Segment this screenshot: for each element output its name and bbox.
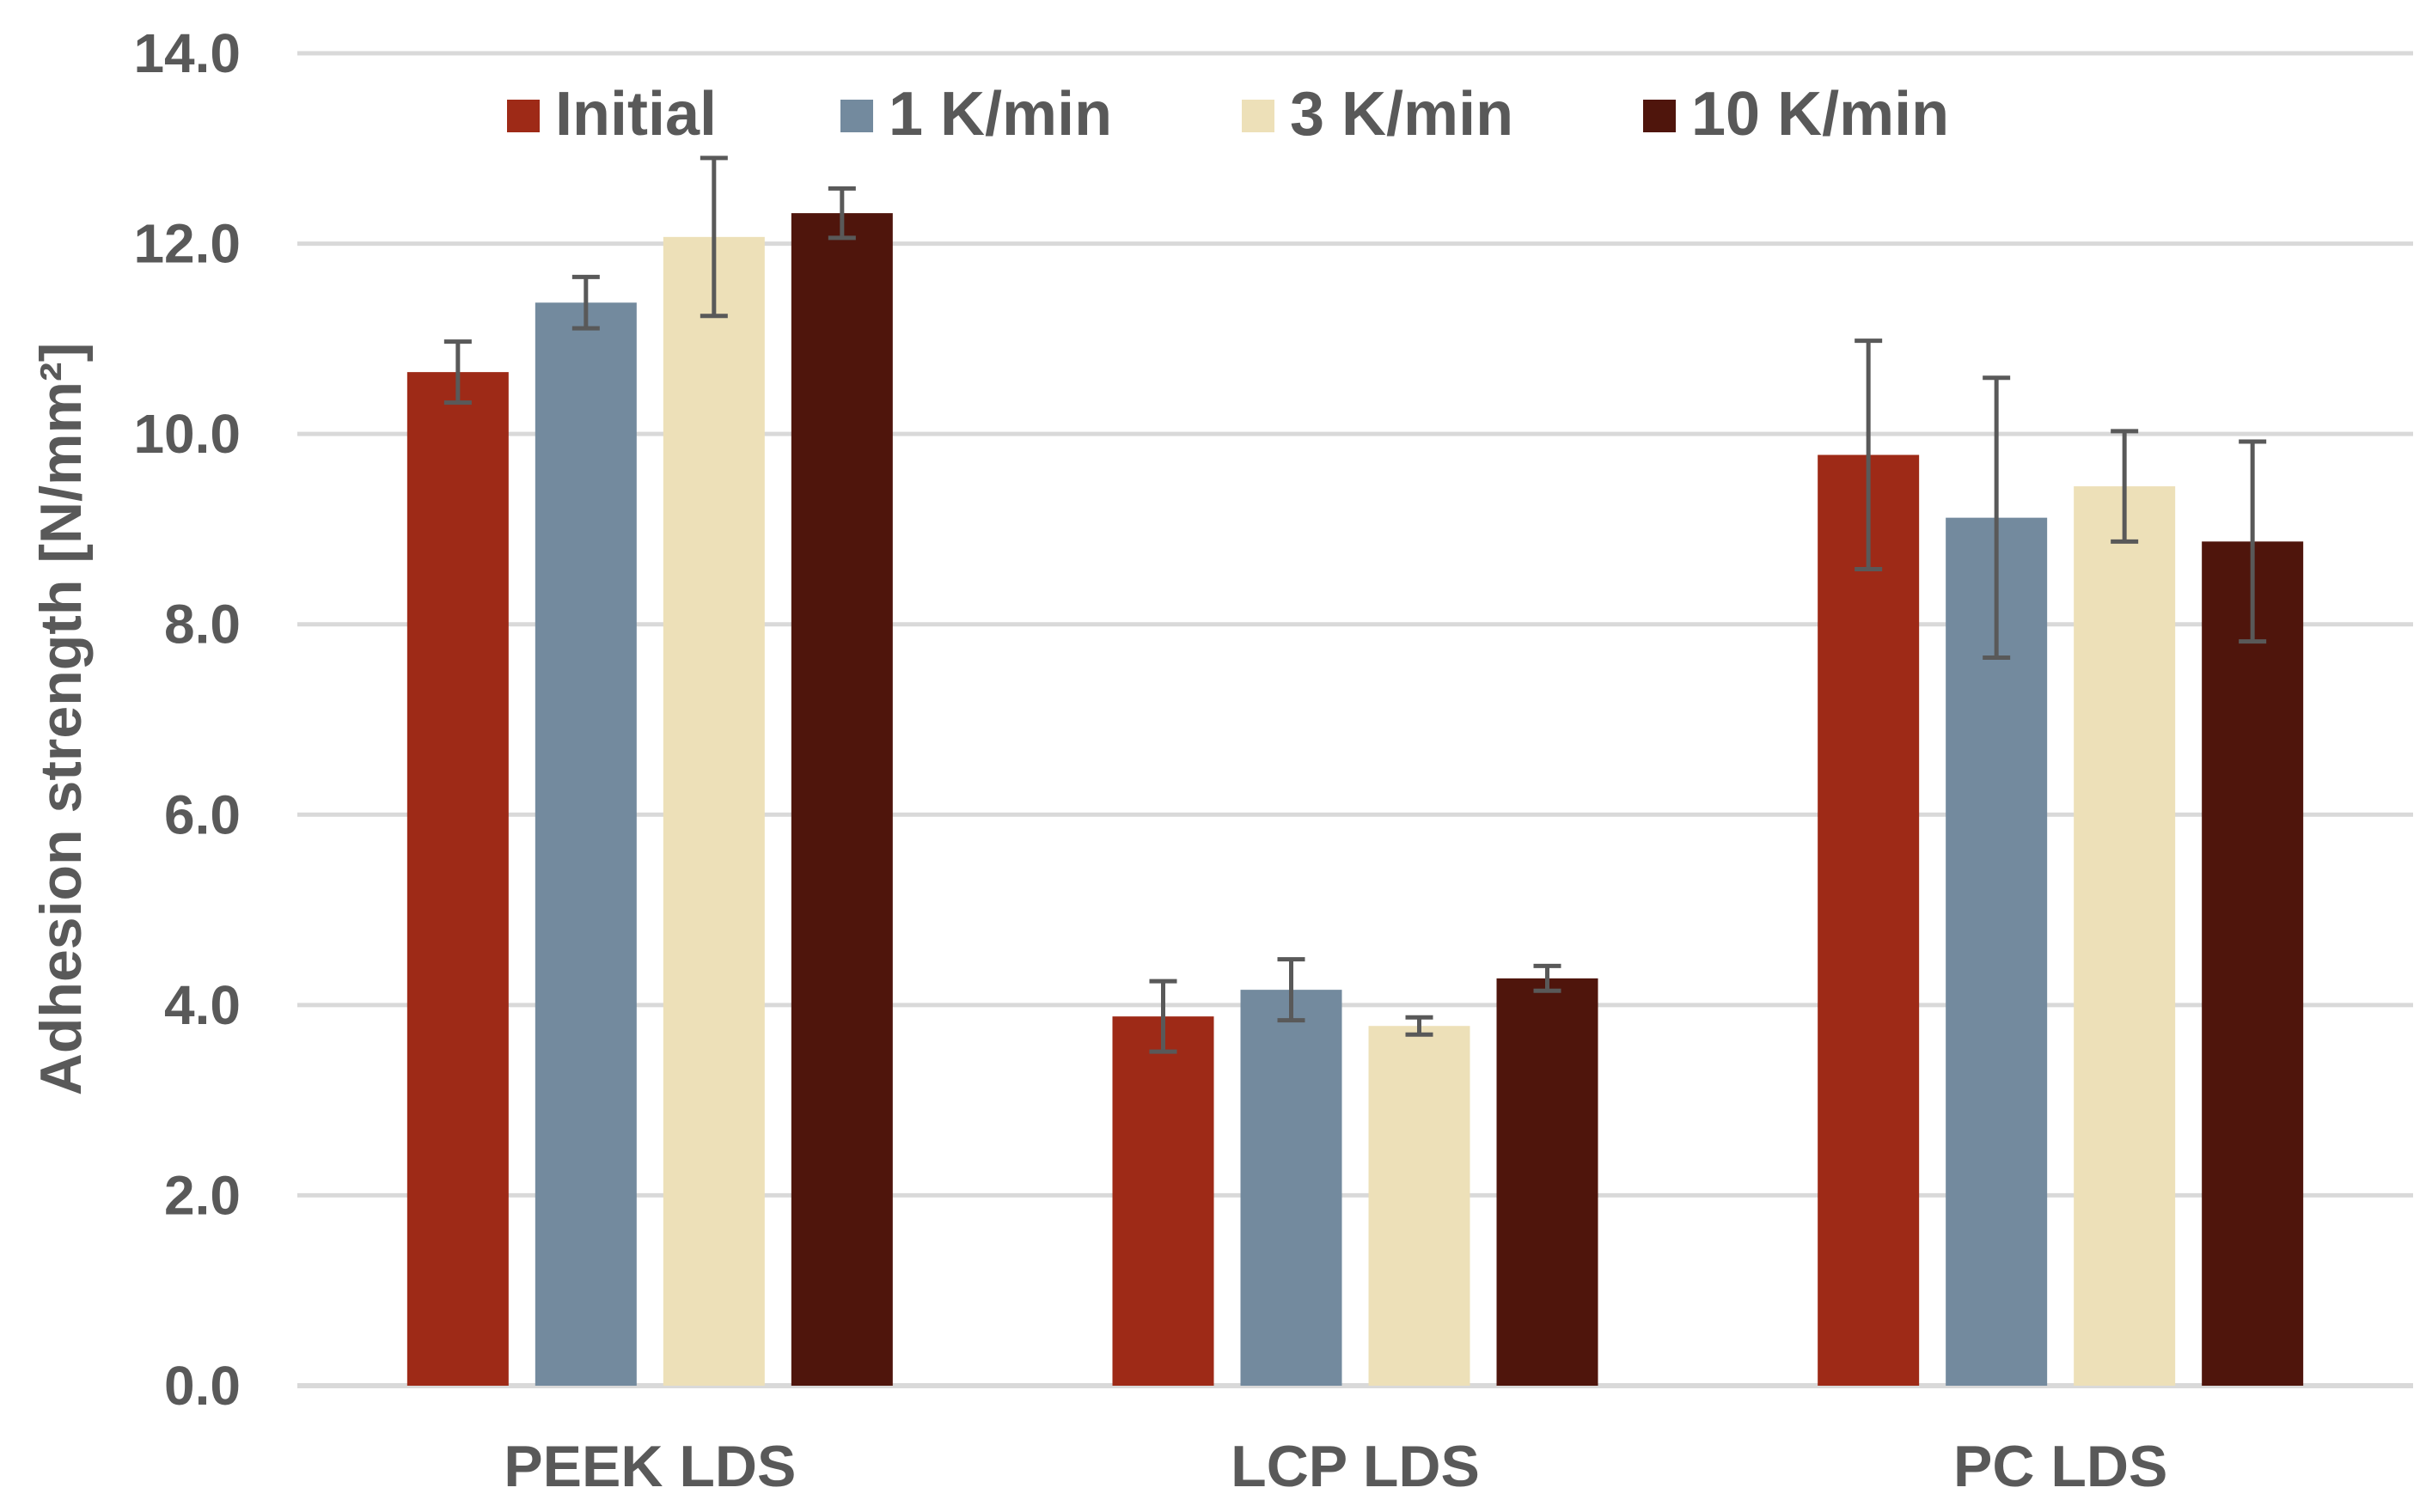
bar-3-k-min-lcp-lds (1368, 1026, 1470, 1386)
x-axis-categories: PEEK LDS LCP LDS PC LDS (504, 1434, 2167, 1499)
y-tick-label: 0.0 (164, 1355, 241, 1417)
error-bar (2239, 439, 2267, 644)
legend-swatch (507, 100, 540, 132)
legend-swatch (1242, 100, 1274, 132)
legend-label: 3 K/min (1290, 80, 1513, 149)
error-bar (2111, 429, 2139, 544)
legend-label: Initial (555, 80, 717, 149)
bar-initial-peek-lds (406, 372, 509, 1387)
x-category-label: PEEK LDS (504, 1434, 796, 1499)
bar-10-k-min-lcp-lds (1496, 978, 1598, 1386)
error-bar (1277, 957, 1305, 1023)
error-bar (1405, 1015, 1433, 1037)
y-tick-label: 6.0 (164, 783, 241, 845)
bar-initial-lcp-lds (1112, 1016, 1214, 1386)
y-tick-label: 4.0 (164, 974, 241, 1036)
y-tick-label: 2.0 (164, 1164, 241, 1226)
legend-label: 1 K/min (889, 80, 1112, 149)
bar-1-k-min-peek-lds (535, 302, 637, 1387)
legend-label: 10 K/min (1691, 80, 1949, 149)
error-bar (828, 186, 856, 241)
legend-swatch (840, 100, 873, 132)
error-bar (571, 274, 600, 331)
error-bar (1855, 338, 1883, 571)
bar-3-k-min-peek-lds (663, 236, 765, 1387)
bar-initial-pc-lds (1818, 454, 1920, 1387)
gridlines (297, 51, 2413, 1388)
y-tick-label: 12.0 (133, 213, 241, 275)
error-bar (1983, 375, 2011, 660)
error-bar (443, 339, 472, 405)
y-axis-ticks: 0.0 2.0 4.0 6.0 8.0 10.0 12.0 14.0 (133, 22, 241, 1417)
y-tick-label: 8.0 (164, 594, 241, 655)
legend-item: 3 K/min (1242, 80, 1513, 149)
y-axis-title: Adhesion strength [N/mm²] (28, 343, 94, 1095)
legend: Initial 1 K/min 3 K/min 10 K/min (507, 80, 1949, 149)
legend-item: Initial (507, 80, 717, 149)
error-bar (1533, 963, 1561, 993)
bars (406, 213, 2304, 1387)
bar-10-k-min-pc-lds (2202, 541, 2304, 1386)
error-bar (1149, 979, 1177, 1054)
y-tick-label: 10.0 (133, 403, 241, 465)
x-category-label: LCP LDS (1231, 1434, 1480, 1499)
bar-1-k-min-lcp-lds (1240, 990, 1342, 1386)
bar-3-k-min-pc-lds (2074, 486, 2176, 1387)
legend-swatch (1643, 100, 1676, 132)
legend-item: 1 K/min (840, 80, 1112, 149)
y-tick-label: 14.0 (133, 22, 241, 84)
error-bars (443, 155, 2267, 1054)
legend-item: 10 K/min (1643, 80, 1949, 149)
error-bar (700, 155, 728, 319)
bar-1-k-min-pc-lds (1946, 517, 2048, 1386)
bar-10-k-min-peek-lds (791, 213, 893, 1386)
x-category-label: PC LDS (1953, 1434, 2167, 1499)
